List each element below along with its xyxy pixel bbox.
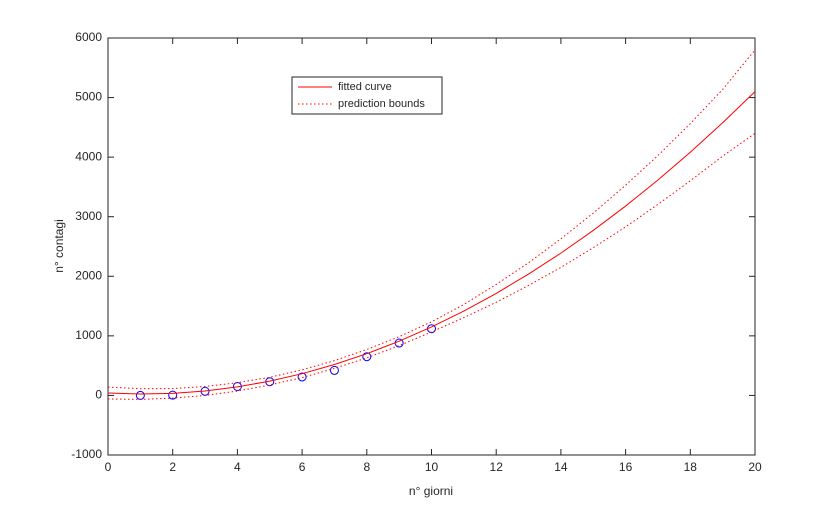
y-tick-label: -1000: [71, 447, 102, 461]
series-line: [107, 49, 756, 390]
legend-label: fitted curve: [338, 81, 392, 93]
x-tick-label: 8: [363, 460, 370, 474]
y-axis-label: n° contagi: [52, 219, 66, 273]
y-tick-label: 6000: [75, 30, 102, 44]
data-point: [362, 352, 372, 362]
series-line: [107, 132, 756, 400]
data-point: [168, 390, 178, 400]
legend-box: [291, 76, 443, 115]
x-tick-label: 18: [684, 460, 698, 474]
y-tick-label: 3000: [75, 209, 102, 223]
x-tick-label: 6: [299, 460, 306, 474]
y-tick-label: 4000: [75, 149, 102, 163]
x-tick-label: 16: [619, 460, 633, 474]
x-axis-label: n° giorni: [409, 484, 453, 498]
series-line: [107, 91, 756, 395]
x-tick-label: 10: [425, 460, 439, 474]
y-tick-label: 2000: [75, 268, 102, 282]
x-tick-label: 14: [554, 460, 568, 474]
x-tick-label: 4: [234, 460, 241, 474]
x-tick-label: 0: [105, 460, 112, 474]
data-point: [297, 372, 307, 382]
x-tick-label: 12: [490, 460, 504, 474]
y-tick-label: 5000: [75, 90, 102, 104]
x-tick-label: 2: [169, 460, 176, 474]
y-tick-label: 0: [95, 388, 102, 402]
y-tick-label: 1000: [75, 328, 102, 342]
data-point: [329, 365, 339, 375]
legend-label: prediction bounds: [338, 98, 425, 110]
x-tick-label: 20: [748, 460, 762, 474]
